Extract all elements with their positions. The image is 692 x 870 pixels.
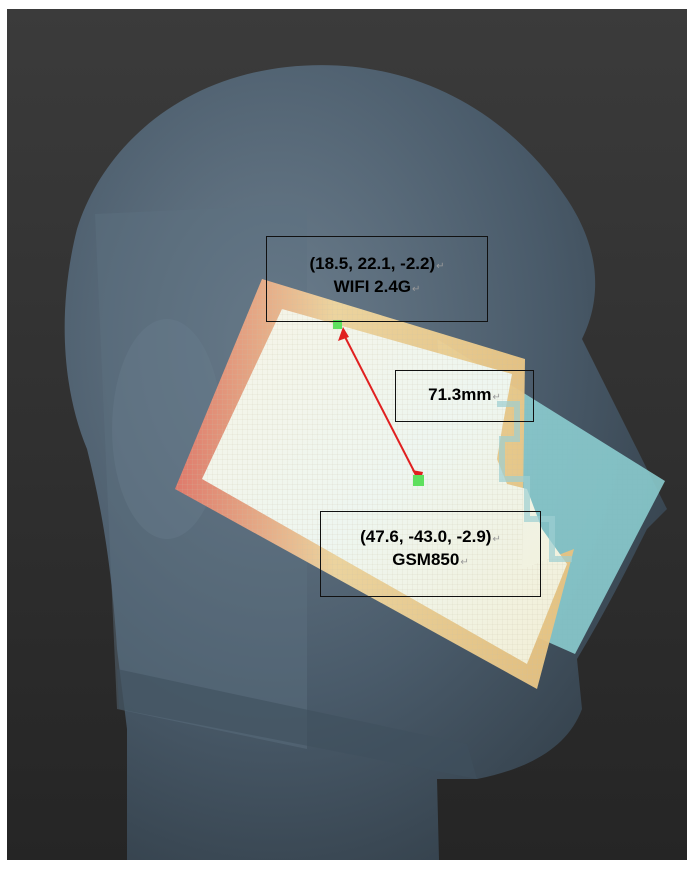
gsm-annotation-box: (47.6, -43.0, -2.9)↵ GSM850↵ (320, 511, 541, 597)
distance-line: 71.3mm↵ (396, 384, 533, 407)
gsm-band-line: GSM850↵ (321, 549, 540, 572)
distance-annotation-box: 71.3mm↵ (395, 370, 534, 422)
gsm-peak-marker (413, 475, 424, 486)
wifi-peak-marker (333, 320, 342, 329)
paragraph-mark-icon: ↵ (460, 556, 469, 568)
wifi-patch (175, 279, 574, 689)
head-model-render (7, 9, 687, 861)
simulation-viewport: (18.5, 22.1, -2.2)↵ WIFI 2.4G↵ 71.3mm↵ (… (7, 9, 687, 861)
wifi-annotation-box: (18.5, 22.1, -2.2)↵ WIFI 2.4G↵ (266, 236, 488, 322)
paragraph-mark-icon: ↵ (436, 261, 445, 272)
wifi-coords-text: (18.5, 22.1, -2.2) (309, 254, 436, 273)
paragraph-mark-icon: ↵ (492, 392, 501, 403)
gsm-coords-line: (47.6, -43.0, -2.9)↵ (321, 526, 540, 549)
wifi-band-text: WIFI 2.4G (333, 276, 412, 296)
paragraph-mark-icon: ↵ (412, 283, 421, 295)
distance-text: 71.3mm (428, 385, 492, 404)
gsm-coords-text: (47.6, -43.0, -2.9) (360, 527, 492, 546)
wifi-band-line: WIFI 2.4G↵ (267, 276, 487, 299)
wifi-coords-line: (18.5, 22.1, -2.2)↵ (267, 253, 487, 276)
neck-band (117, 669, 477, 779)
gsm-band-text: GSM850 (392, 549, 460, 569)
paragraph-mark-icon: ↵ (492, 534, 501, 545)
